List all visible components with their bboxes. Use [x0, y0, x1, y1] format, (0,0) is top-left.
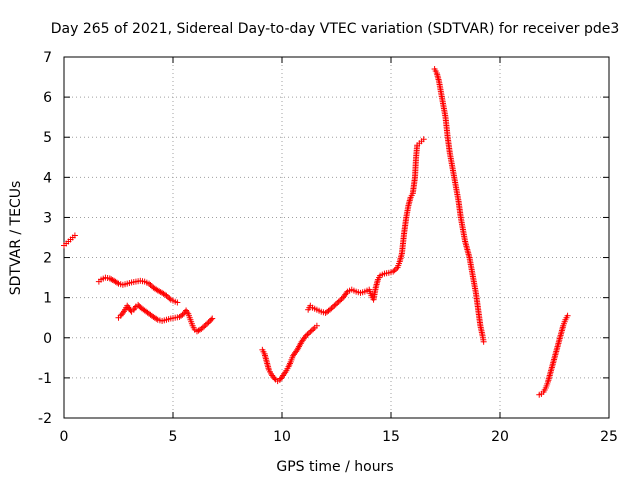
data-point	[163, 292, 170, 299]
data-point	[271, 375, 278, 382]
y-tick-label: 5	[43, 130, 52, 146]
x-tick-label: 20	[491, 429, 509, 445]
y-tick-label: 1	[43, 291, 52, 307]
y-tick-label: 7	[43, 50, 52, 66]
data-point	[480, 338, 487, 345]
data-point	[127, 307, 134, 314]
x-tick-label: 5	[169, 429, 178, 445]
data-point	[277, 375, 284, 382]
data-point	[153, 315, 160, 322]
grid-lines	[64, 57, 609, 418]
data-point	[313, 322, 320, 329]
x-tick-label: 0	[60, 429, 69, 445]
data-point	[338, 296, 345, 303]
data-point	[199, 324, 206, 331]
data-point	[310, 326, 317, 333]
data-point	[114, 279, 121, 286]
y-tick-label: 2	[43, 251, 52, 267]
y-tick-label: 6	[43, 90, 52, 106]
data-point	[335, 298, 342, 305]
data-point	[179, 311, 186, 318]
data-point	[326, 306, 333, 313]
data-point	[198, 325, 205, 332]
y-tick-label: -2	[38, 411, 52, 427]
x-axis-label: GPS time / hours	[276, 459, 393, 475]
data-point	[307, 328, 314, 335]
chart-title: Day 265 of 2021, Sidereal Day-to-day VTE…	[51, 21, 620, 37]
data-point	[208, 316, 215, 323]
data-point	[304, 331, 311, 338]
data-point	[146, 280, 153, 287]
data-point	[71, 232, 78, 239]
data-point	[308, 327, 315, 334]
x-tick-label: 15	[382, 429, 400, 445]
data-point	[302, 332, 309, 339]
data-point	[201, 323, 208, 330]
axis-ticks: 0 5 10 15 20 25 -2 -1 0 1 2 3 4 5 6 7	[38, 50, 618, 445]
data-points	[61, 66, 571, 398]
data-point	[390, 268, 397, 275]
data-point	[331, 302, 338, 309]
data-point	[337, 297, 344, 304]
data-point	[118, 311, 125, 318]
data-point	[420, 136, 427, 143]
y-axis-label: SDTVAR / TECUs	[8, 181, 24, 296]
data-point	[393, 265, 400, 272]
data-point	[391, 267, 398, 274]
data-point	[164, 293, 171, 300]
data-point	[205, 319, 212, 326]
x-tick-label: 25	[600, 429, 618, 445]
y-tick-label: -1	[38, 371, 52, 387]
data-point	[564, 312, 571, 319]
data-point	[209, 315, 216, 322]
data-point	[204, 320, 211, 327]
y-tick-label: 4	[43, 170, 52, 186]
data-point	[305, 330, 312, 337]
data-point	[166, 295, 173, 302]
data-point	[332, 301, 339, 308]
x-tick-label: 10	[273, 429, 291, 445]
data-point	[147, 281, 154, 288]
y-tick-label: 0	[43, 331, 52, 347]
data-point	[202, 321, 209, 328]
plot-frame	[63, 56, 610, 419]
y-tick-label: 3	[43, 210, 52, 226]
data-point	[328, 305, 335, 312]
data-point	[329, 304, 336, 311]
data-point	[334, 300, 341, 307]
data-point	[174, 299, 181, 306]
